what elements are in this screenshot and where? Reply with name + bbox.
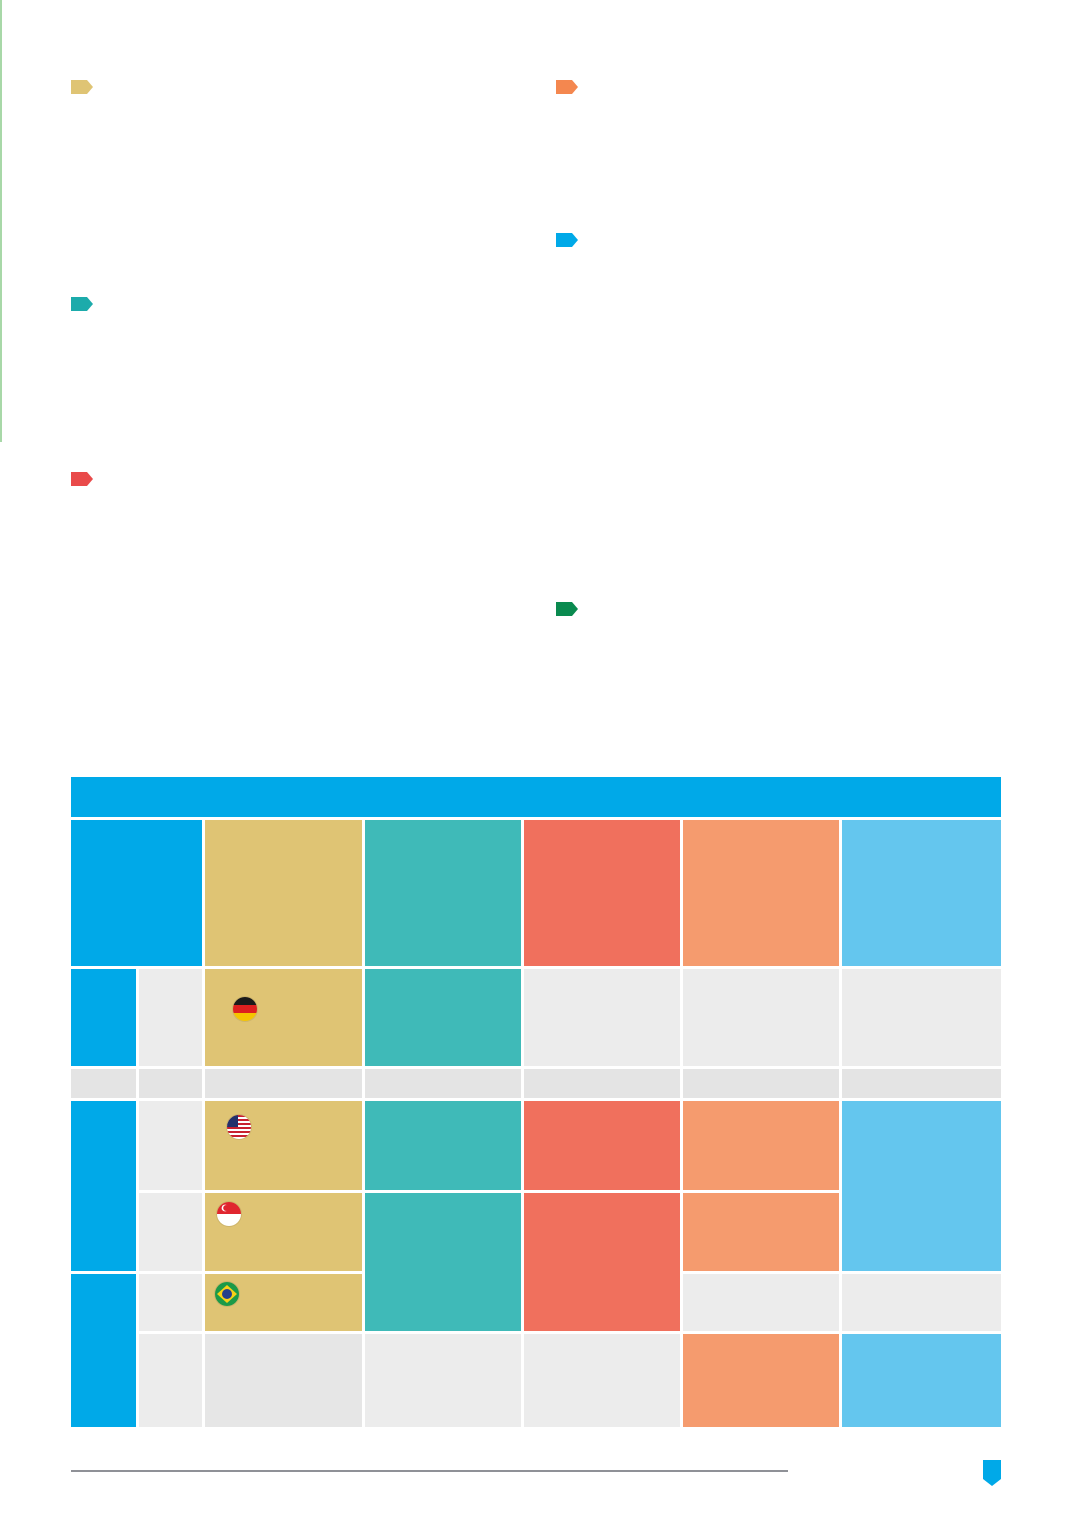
cell-salmon-row2 <box>683 1101 839 1190</box>
header-cell-coral <box>524 820 680 966</box>
row-sublabel-1 <box>139 969 202 1066</box>
cell-gold-row4 <box>205 1274 362 1331</box>
cell-grey-row1-a <box>524 969 680 1066</box>
row-group-label-2 <box>71 1101 136 1271</box>
cell-teal-row1 <box>365 969 521 1066</box>
row-sublabel-5 <box>139 1334 202 1427</box>
thin-row-cell <box>205 1069 362 1098</box>
thin-row-cell <box>71 1069 136 1098</box>
usa-flag-icon <box>227 1115 251 1139</box>
cell-sky-row5 <box>842 1334 1001 1427</box>
cell-salmon-row3 <box>683 1193 839 1271</box>
header-cell-sky <box>842 820 1001 966</box>
cell-sky-row2-3 <box>842 1101 1001 1271</box>
cell-teal-row2 <box>365 1101 521 1190</box>
thin-row-cell <box>139 1069 202 1098</box>
row-sublabel-3 <box>139 1193 202 1271</box>
cell-grey-row1-c <box>842 969 1001 1066</box>
singapore-flag-icon <box>217 1202 241 1226</box>
thin-row-cell <box>842 1069 1001 1098</box>
thin-row-cell <box>683 1069 839 1098</box>
header-cell-salmon <box>683 820 839 966</box>
header-cell-teal <box>365 820 521 966</box>
table-title-bar <box>71 777 1001 817</box>
row-group-label-1 <box>71 969 136 1066</box>
cell-gold-row1 <box>205 969 362 1066</box>
row-group-label-3 <box>71 1274 136 1427</box>
brazil-flag-icon <box>215 1282 239 1306</box>
section-marker-teal-icon <box>71 297 93 311</box>
shield-page-badge-icon <box>983 1460 1001 1486</box>
thin-row-cell <box>365 1069 521 1098</box>
section-marker-orange-icon <box>556 80 578 94</box>
cell-salmon-row5 <box>683 1334 839 1427</box>
cell-coral-row2 <box>524 1101 680 1190</box>
left-edge-rule <box>0 0 2 442</box>
cell-grey-row5-b <box>365 1334 521 1427</box>
cell-grey-row5-a <box>205 1334 362 1427</box>
section-marker-red-icon <box>71 472 93 486</box>
section-marker-blue-icon <box>556 233 578 247</box>
cell-grey-row5-c <box>524 1334 680 1427</box>
cell-gold-row3 <box>205 1193 362 1271</box>
section-marker-gold-icon <box>71 80 93 94</box>
thin-row-cell <box>524 1069 680 1098</box>
section-marker-green-icon <box>556 602 578 616</box>
footer-rule <box>71 1470 788 1472</box>
row-sublabel-4 <box>139 1274 202 1331</box>
cell-gold-row2 <box>205 1101 362 1190</box>
header-corner-cell <box>71 820 202 966</box>
header-cell-gold <box>205 820 362 966</box>
comparison-table <box>71 777 1001 1427</box>
cell-grey-row4-b <box>842 1274 1001 1331</box>
cell-grey-row1-b <box>683 969 839 1066</box>
germany-flag-icon <box>233 997 257 1021</box>
cell-grey-row4-a <box>683 1274 839 1331</box>
row-sublabel-2 <box>139 1101 202 1190</box>
cell-teal-row3-4 <box>365 1193 521 1331</box>
cell-coral-row3-4 <box>524 1193 680 1331</box>
